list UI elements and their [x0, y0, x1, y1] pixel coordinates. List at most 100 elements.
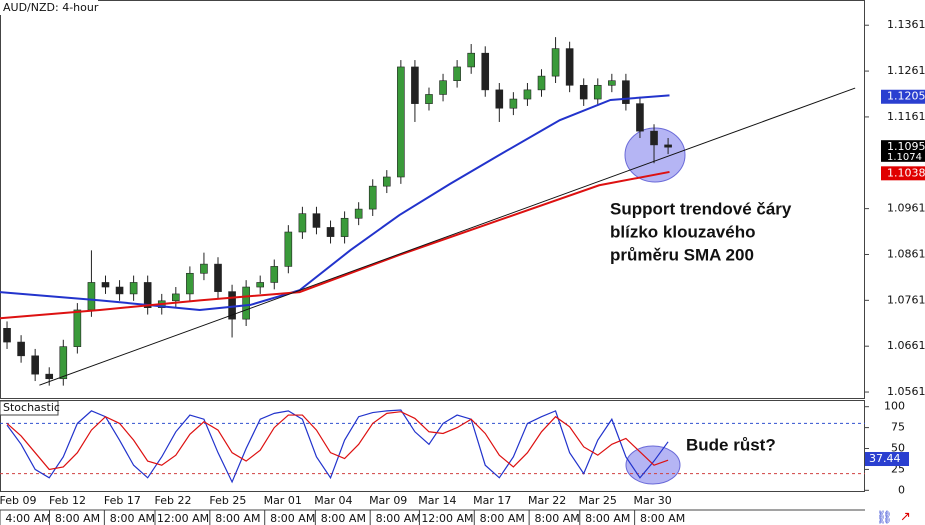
candle-body	[593, 84, 602, 100]
y-tick-label: 1.1161	[887, 110, 925, 123]
y-tick-label: 1.0661	[887, 339, 925, 352]
price-label: 1.1095	[887, 140, 925, 153]
x-tick-label: Mar 04	[314, 494, 352, 507]
candle-body	[354, 208, 363, 219]
x-tick-label: Feb 09	[0, 494, 36, 507]
candle-body	[186, 272, 194, 295]
candle-body	[214, 263, 222, 292]
annotation: Bude růst?	[686, 435, 776, 454]
link-icon[interactable]: ⛓	[876, 510, 893, 525]
candle-body	[481, 52, 490, 91]
price-label: 1.1038	[887, 166, 925, 179]
x-tick-label: Mar 17	[473, 494, 511, 507]
annotation: blízko klouzavého	[610, 222, 755, 241]
line	[0, 170, 670, 320]
x-tick-label: Feb 22	[155, 494, 192, 507]
candle-body	[59, 346, 68, 380]
candle-body	[17, 341, 25, 357]
candle-body	[45, 373, 54, 380]
x-tick-time: 8:00 AM	[640, 512, 685, 525]
candle-body	[439, 80, 447, 95]
candle-body	[200, 263, 208, 274]
chart-title: AUD/NZD: 4-hour	[3, 1, 99, 14]
price-label: 1.1074	[887, 152, 922, 163]
candle-body	[425, 94, 433, 104]
annotation: průměru SMA 200	[610, 245, 754, 264]
candle-body	[256, 282, 265, 288]
candle-body	[467, 52, 475, 68]
candle-body	[495, 89, 504, 109]
x-tick-label: Feb 17	[104, 494, 141, 507]
x-tick-time: 12:00 AM	[421, 512, 473, 525]
x-tick-time: 12:00 AM	[157, 512, 209, 525]
x-tick-label: Mar 01	[264, 494, 302, 507]
x-tick-time: 8:00 AM	[535, 512, 580, 525]
candle-body	[636, 103, 644, 132]
x-tick-time: 8:00 AM	[55, 512, 100, 525]
candle-body	[172, 293, 180, 302]
candle-body	[270, 266, 279, 283]
y-tick-label: 1.0861	[887, 247, 925, 260]
candle-body	[565, 48, 574, 86]
x-tick-label: Mar 25	[579, 494, 617, 507]
title-bg	[0, 0, 98, 15]
price-label-box	[881, 140, 925, 155]
stoch-line	[6, 411, 669, 471]
x-tick-time: 4:00 AM	[5, 512, 50, 525]
y-tick-label: 1.1261	[887, 64, 925, 77]
candle-body	[579, 84, 588, 100]
candle-body	[664, 144, 672, 148]
line	[0, 94, 670, 311]
candle-body	[101, 282, 110, 288]
candle-body	[397, 66, 405, 178]
stochastic-title-bg	[0, 400, 59, 416]
x-tick-time: 8:00 AM	[270, 512, 315, 525]
candle-body	[312, 213, 321, 228]
candle-body	[228, 291, 236, 320]
y-tick-label: 1.0561	[887, 385, 925, 398]
price-label-box	[881, 151, 925, 162]
x-tick-time: 8:00 AM	[110, 512, 155, 525]
candle-body	[73, 309, 82, 347]
candle-body	[143, 282, 152, 308]
candle-body	[242, 286, 250, 320]
price-label: 1.1205	[887, 90, 925, 103]
y-tick-label: 1.1361	[887, 18, 925, 31]
x-tick-label: Feb 12	[49, 494, 86, 507]
stochastic-title: Stochastic	[3, 401, 60, 414]
x-tick-label: Mar 14	[418, 494, 456, 507]
candle-body	[411, 66, 419, 104]
price-label-box	[881, 89, 925, 104]
candle-body	[298, 213, 307, 233]
candle-body	[31, 355, 39, 375]
stoch-y-tick-label: 100	[884, 400, 905, 413]
candle-body	[368, 185, 377, 210]
x-tick-time: 8:00 AM	[585, 512, 630, 525]
candle-body	[340, 217, 349, 237]
y-tick-label: 1.0761	[887, 293, 925, 306]
stoch-y-tick-label: 0	[898, 483, 905, 496]
price-panel	[0, 0, 865, 399]
x-tick-label: Mar 30	[633, 494, 671, 507]
x-tick-label: Feb 25	[209, 494, 246, 507]
stoch-current-box	[865, 452, 909, 467]
candle-body	[87, 282, 96, 311]
candle-body	[3, 328, 11, 343]
candle-body	[509, 98, 518, 109]
price-label-box	[881, 166, 925, 181]
annotation: Support trendové čáry	[610, 199, 792, 218]
line	[39, 87, 856, 386]
arrow-icon[interactable]: ↗	[900, 510, 911, 525]
candle-body	[537, 75, 546, 91]
candle-body	[650, 130, 658, 146]
candle-body	[129, 282, 138, 295]
stoch-y-tick-label: 75	[891, 421, 905, 434]
candle-body	[523, 89, 532, 100]
x-tick-time: 8:00 AM	[480, 512, 525, 525]
x-tick-time: 8:00 AM	[376, 512, 421, 525]
candle-body	[608, 80, 616, 86]
y-tick-label: 1.0961	[887, 202, 925, 215]
candle-body	[115, 286, 124, 295]
stoch-y-tick-label: 50	[891, 442, 905, 455]
